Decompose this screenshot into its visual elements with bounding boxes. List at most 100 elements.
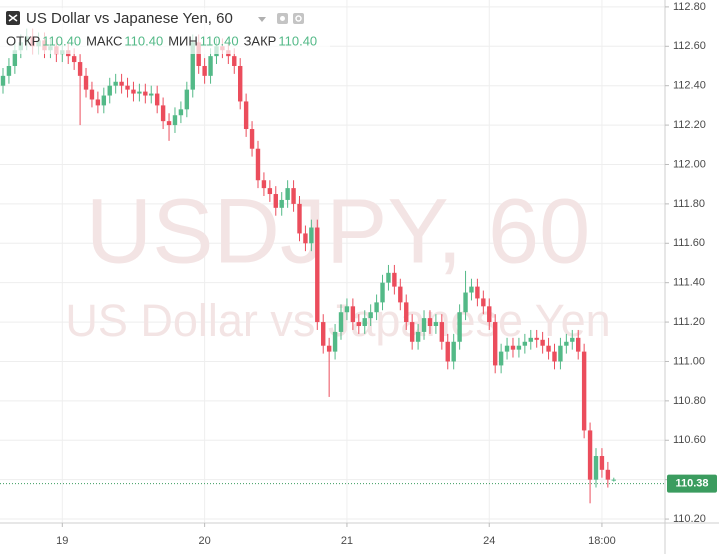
candle-body xyxy=(12,50,18,66)
candle-body xyxy=(291,188,296,204)
candle-body xyxy=(95,99,101,106)
candle-body xyxy=(368,312,373,319)
candle-body xyxy=(362,318,367,327)
candle-body xyxy=(154,93,160,106)
candle-body xyxy=(232,56,237,66)
y-tick-label: 111.20 xyxy=(673,316,705,328)
candle-body xyxy=(184,89,190,110)
candle-body xyxy=(113,81,118,86)
candle-body xyxy=(279,199,284,208)
candle-body xyxy=(498,351,504,366)
candle-body xyxy=(587,430,593,480)
candle-body xyxy=(558,345,563,362)
candle-body xyxy=(504,345,510,352)
candle-body xyxy=(326,345,332,352)
candle-body xyxy=(338,312,344,332)
candle-body xyxy=(83,75,89,90)
candle-body xyxy=(522,341,528,346)
candle-body xyxy=(457,312,462,342)
x-tick-label: 19 xyxy=(56,535,68,547)
candle-body xyxy=(386,272,391,283)
candle-body xyxy=(439,322,445,342)
candle-body xyxy=(125,85,130,90)
candle-body xyxy=(143,91,148,96)
candle-body xyxy=(605,469,611,480)
candle-body xyxy=(374,302,379,313)
candle-body xyxy=(71,56,77,63)
candle-body xyxy=(611,479,616,481)
grid xyxy=(0,0,665,523)
candle-body xyxy=(321,322,326,346)
candle-body xyxy=(475,286,480,299)
candle-body xyxy=(238,65,243,102)
y-tick-label: 112.00 xyxy=(673,158,706,170)
candle-body xyxy=(202,65,207,76)
candle-body xyxy=(101,95,107,106)
candle-body xyxy=(469,286,474,293)
candle-body xyxy=(137,91,142,94)
candle-body xyxy=(261,180,267,189)
candle-body xyxy=(297,203,302,234)
chart-title: US Dollar vs Japanese Yen, 60 xyxy=(26,10,233,27)
candle-body xyxy=(196,42,201,66)
candle-body xyxy=(570,337,575,342)
candle-body xyxy=(380,282,385,303)
candle-body xyxy=(404,302,409,323)
candle-body xyxy=(445,341,450,362)
settings-button[interactable] xyxy=(293,13,304,24)
candle-body xyxy=(119,81,124,86)
last-price-tag xyxy=(667,474,717,493)
candle-body xyxy=(451,341,456,362)
candle-body xyxy=(178,109,184,116)
y-tick-label: 110.80 xyxy=(673,395,706,407)
candle-body xyxy=(166,121,172,126)
candle-body xyxy=(267,188,273,195)
candle-body xyxy=(309,227,314,244)
candle-body xyxy=(487,306,492,323)
candle-body xyxy=(576,337,581,352)
ohlc-value: 110.40 xyxy=(278,33,317,48)
candle-body xyxy=(463,292,468,313)
candle-body xyxy=(599,456,605,470)
last-price-label: 110.38 xyxy=(675,478,708,490)
candle-body xyxy=(540,339,545,346)
candle-body xyxy=(516,345,522,350)
y-tick-label: 112.20 xyxy=(673,119,706,131)
candle-body xyxy=(421,318,427,332)
x-tick-label: 24 xyxy=(483,535,495,547)
candle-body xyxy=(149,93,154,96)
candle-body xyxy=(528,337,533,342)
candle-body xyxy=(255,148,261,181)
x-tick-label: 18:00 xyxy=(588,535,616,547)
candle-body xyxy=(581,351,587,431)
candle-body xyxy=(243,101,249,130)
y-tick-label: 110.20 xyxy=(673,513,706,525)
y-tick-label: 112.60 xyxy=(673,40,706,52)
axes: 110.20 110.40 110.60 110.80 111.00 111.20 111.… xyxy=(56,1,717,547)
ohlc-legend: ОТКР 110.40 МАКС 110.40 МИН 110.40 ЗАКР 110.40 xyxy=(6,33,317,48)
candle-body xyxy=(350,306,356,323)
candle-body xyxy=(593,456,599,480)
y-tick-label: 111.60 xyxy=(673,237,705,249)
candle-body xyxy=(77,62,83,76)
candle-body xyxy=(481,298,486,307)
ohlc-name: ЗАКР xyxy=(244,33,277,48)
candle-body xyxy=(172,115,178,126)
ohlc-name: МАКС xyxy=(86,33,122,48)
legend-backdrop xyxy=(0,8,330,54)
x-tick-label: 21 xyxy=(341,535,353,547)
eye-icon xyxy=(280,16,285,21)
watermark-symbol: USDJPY, 60 xyxy=(86,180,591,282)
candle-body xyxy=(546,345,551,352)
candle-body xyxy=(356,322,361,327)
candle-body xyxy=(0,75,6,86)
y-tick-label: 112.40 xyxy=(673,80,706,92)
settings-icon xyxy=(295,15,302,22)
candle-body xyxy=(433,322,439,327)
dropdown-arrow[interactable] xyxy=(258,17,266,22)
watermark-description: US Dollar vs Japanese Yen xyxy=(65,295,610,346)
candle-body xyxy=(315,227,320,323)
ohlc-name: ОТКР xyxy=(6,33,40,48)
